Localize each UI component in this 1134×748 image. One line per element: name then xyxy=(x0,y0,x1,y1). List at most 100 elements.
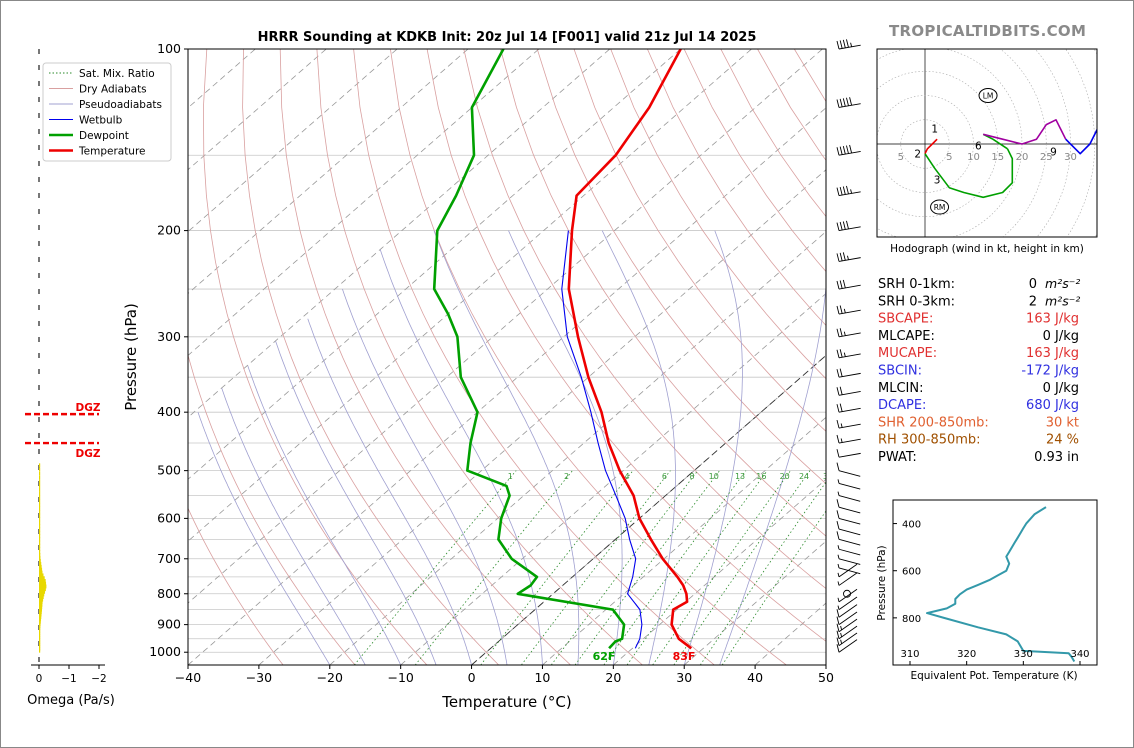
x-tick-label: 30 xyxy=(676,670,692,685)
omega-bar xyxy=(39,614,42,619)
index-value: 163 J/kg xyxy=(1026,346,1079,361)
hodograph-ring-label: 15 xyxy=(991,152,1004,163)
barb-flag xyxy=(836,616,840,625)
hodograph-height-label: 1 xyxy=(931,123,938,135)
barb-flag xyxy=(842,279,846,289)
barb-staff xyxy=(838,528,861,536)
mixing-ratio-label: 1 xyxy=(508,472,513,481)
barb-staff xyxy=(838,438,861,444)
barb-flag xyxy=(842,186,846,195)
index-value: -172 J/kg xyxy=(1021,364,1079,379)
barb-flag xyxy=(842,146,846,155)
barb-half xyxy=(840,423,843,428)
isotherm-line xyxy=(188,49,327,171)
barb-half xyxy=(840,625,843,631)
y-tick-label: 1000 xyxy=(149,644,181,659)
omega-bar xyxy=(39,597,44,602)
x-tick-label: −30 xyxy=(246,670,272,685)
barb-flag xyxy=(839,305,843,314)
omega-bar xyxy=(39,567,43,572)
omega-bar xyxy=(39,584,47,589)
omega-bar xyxy=(39,646,41,651)
hodograph-height-label: 2 xyxy=(914,149,921,161)
omega-bar xyxy=(39,540,41,545)
omega-bar xyxy=(39,587,46,592)
skewt-xlabel: Temperature (°C) xyxy=(441,693,571,711)
dry-adiabat xyxy=(904,49,1133,665)
hodograph-ring xyxy=(1065,49,1095,237)
barb-flag xyxy=(839,40,843,49)
barb-flag xyxy=(836,609,840,618)
barb-half xyxy=(837,554,840,559)
surface-dewpoint-label: 62F xyxy=(593,650,616,663)
barb-flag xyxy=(842,39,846,48)
skewt-axes: −40 −30 −20 −10 0 10 20 30 40 50 100 200 300 400 500 60… xyxy=(149,41,834,685)
pseudoadiabat xyxy=(247,365,402,665)
x-tick-label: 50 xyxy=(818,670,834,685)
omega-bar xyxy=(39,633,41,638)
isotherm-line xyxy=(188,49,752,542)
barb-flag xyxy=(839,146,843,155)
barb-flag xyxy=(839,386,843,395)
barb-staff xyxy=(838,470,861,477)
mixing-ratio-line xyxy=(353,470,517,665)
isotherm-line xyxy=(188,49,469,295)
theta-e-xlabel: Equivalent Pot. Temperature (K) xyxy=(910,670,1077,682)
dry-adiabat xyxy=(610,49,826,380)
omega-bar xyxy=(39,576,45,581)
omega-bar xyxy=(39,502,41,507)
y-tick-label: 800 xyxy=(157,586,181,601)
omega-bar xyxy=(39,607,42,612)
barb-flag xyxy=(836,99,840,108)
mixing-ratio-line xyxy=(574,470,721,665)
barb-staff xyxy=(838,482,861,490)
mixing-ratio-label: 6 xyxy=(662,472,667,481)
barb-flag xyxy=(836,305,840,315)
mixing-ratio-line xyxy=(521,470,671,665)
hodograph-traces: 1 2 3 6 9 LM RM xyxy=(914,88,1097,215)
barb-flag xyxy=(839,252,843,261)
barb-staff xyxy=(838,563,858,578)
barb-half xyxy=(837,572,840,577)
hodograph-trace-9-12km xyxy=(1065,128,1097,155)
pseudoadiabat xyxy=(719,282,826,665)
mixing-ratio-line xyxy=(480,470,634,665)
omega-bar xyxy=(39,605,43,610)
theta-x-tick-label: 330 xyxy=(1014,649,1033,660)
barb-flag xyxy=(836,419,840,429)
pseudoadiabat xyxy=(275,340,437,665)
theta-e-traces xyxy=(926,506,1076,663)
barb-half xyxy=(840,639,843,644)
barb-staff xyxy=(838,604,858,618)
mixing-ratio-label: 24 xyxy=(799,472,809,481)
skewt-traces xyxy=(432,49,693,650)
omega-bar xyxy=(39,564,42,569)
barb-flag xyxy=(836,253,840,262)
barb-staff xyxy=(838,639,858,653)
hodograph-trace-3-6km xyxy=(982,133,1008,150)
hodograph-ring xyxy=(877,95,974,193)
barb-flag xyxy=(839,98,843,108)
omega-bar xyxy=(39,467,41,472)
omega-bar xyxy=(39,637,41,642)
hodograph-ring-label: 10 xyxy=(967,152,980,163)
omega-bar xyxy=(39,537,41,542)
barb-flag xyxy=(839,221,843,231)
barb-staff xyxy=(838,372,861,378)
index-name: MLCAPE: xyxy=(878,329,935,344)
omega-bar xyxy=(39,517,41,522)
right-mover-marker xyxy=(930,199,950,215)
dry-adiabat xyxy=(463,49,826,590)
omega-bar xyxy=(39,573,44,578)
omega-bar xyxy=(39,640,41,645)
omega-bar xyxy=(39,635,41,640)
mixing-ratio-label: 13 xyxy=(735,472,745,481)
barb-staff xyxy=(838,517,861,525)
skewt-background: 1 2 4 6 8 10 13 16 20 24 30 36 xyxy=(188,49,1133,665)
omega-bar xyxy=(39,612,42,617)
omega-bar xyxy=(39,524,41,529)
hodograph-ring-label: 5 xyxy=(946,152,952,163)
barb-flag xyxy=(846,97,849,106)
dry-adiabat xyxy=(188,507,284,665)
